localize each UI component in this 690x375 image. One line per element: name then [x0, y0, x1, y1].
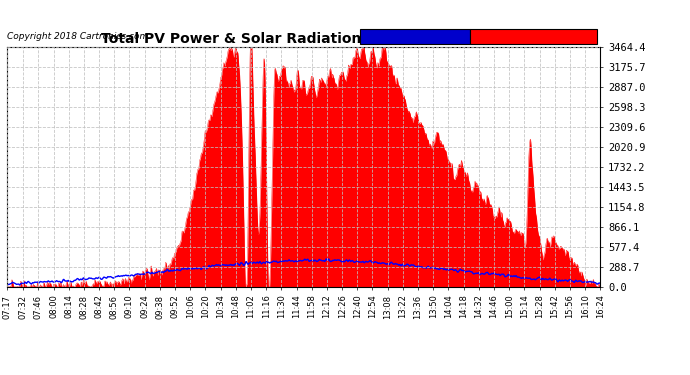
Title: Total PV Power & Solar Radiation Mon Dec 24 16:26: Total PV Power & Solar Radiation Mon Dec… [101, 32, 506, 46]
Text: Copyright 2018 Cartronics.com: Copyright 2018 Cartronics.com [8, 32, 149, 41]
FancyBboxPatch shape [360, 29, 470, 45]
FancyBboxPatch shape [470, 29, 598, 45]
Text: PV Panels  (DC Watts): PV Panels (DC Watts) [477, 32, 590, 41]
Text: Radiation  (W/m2): Radiation (W/m2) [369, 32, 461, 41]
